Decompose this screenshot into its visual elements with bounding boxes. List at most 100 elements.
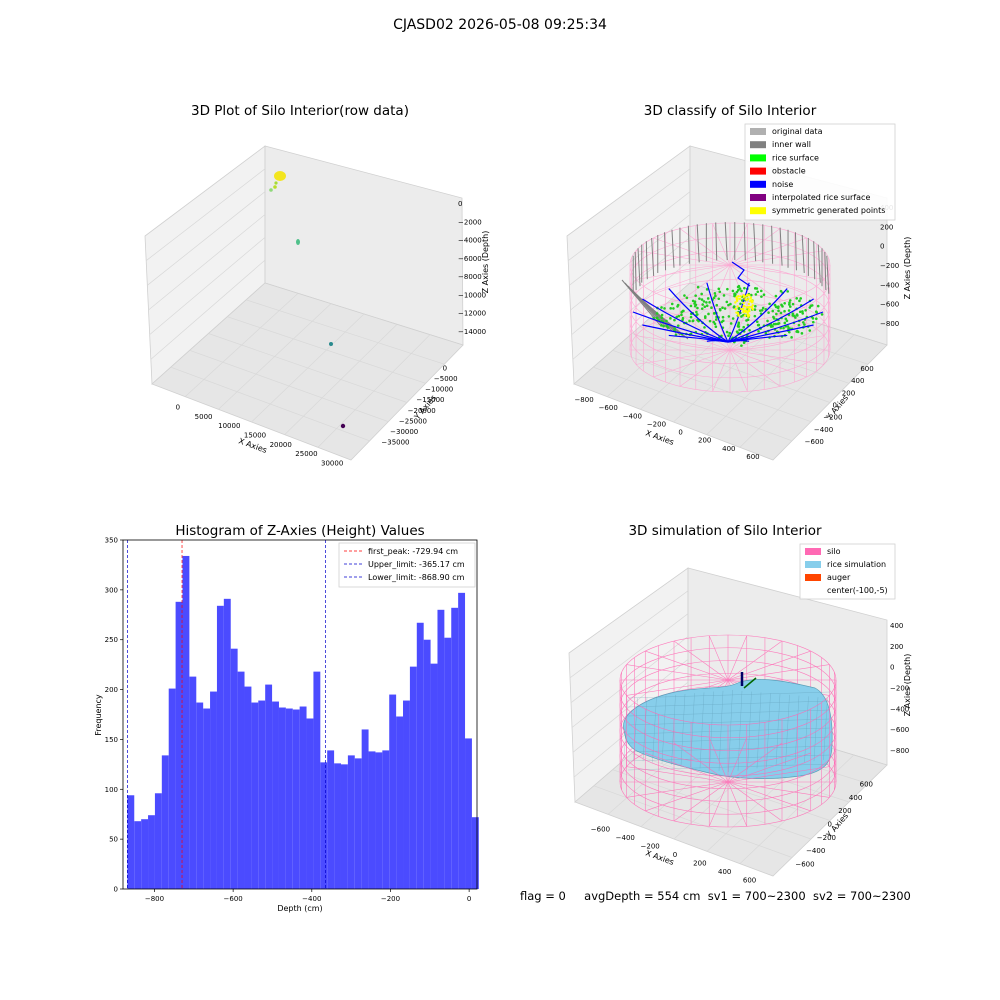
histogram-bar — [230, 648, 238, 889]
classify-x-label: X Axies — [644, 428, 675, 447]
raw-point-main-cluster — [274, 171, 286, 181]
classify-z-tick: −400 — [880, 281, 899, 289]
classify-legend-swatch — [750, 128, 766, 135]
raw-point-teal — [329, 342, 333, 346]
classify-symmetric-points — [734, 293, 754, 318]
raw-x-tick: 0 — [176, 404, 180, 412]
histogram-bar — [258, 700, 266, 889]
simulation-x-tick: 200 — [693, 860, 706, 868]
histogram-y-tick: 50 — [109, 836, 118, 844]
simulation-x-tick: −200 — [641, 842, 660, 850]
simulation-z-tick: 0 — [890, 664, 894, 672]
raw-z-tick: −8000 — [458, 273, 482, 281]
histogram-vlines — [127, 540, 326, 889]
classify-legend-label: rice surface — [772, 153, 819, 162]
raw-y-tick: −35000 — [381, 439, 409, 447]
histogram-y-tick: 150 — [105, 736, 118, 744]
histogram-bar — [340, 764, 348, 889]
simulation-plot-title: 3D simulation of Silo Interior — [628, 523, 822, 539]
raw-z-ticks: 0 −2000 −4000 −6000 −8000 −10000 −12000 −14000 — [458, 200, 486, 336]
histogram-bar — [223, 598, 231, 889]
raw-y-tick: 0 — [443, 364, 447, 372]
status-sv1: sv1 = 700~2300 — [707, 889, 806, 903]
classify-y-tick: −200 — [823, 414, 842, 422]
raw-point-purple — [340, 423, 346, 429]
histogram-y-ticks: 0 50 100 150 200 250 300 350 — [105, 537, 123, 894]
classify-plot-title: 3D classify of Silo Interior — [643, 103, 817, 119]
histogram-y-tick: 300 — [105, 586, 118, 594]
histogram-bar — [361, 729, 369, 889]
raw-y-tick: −5000 — [434, 375, 458, 383]
raw-x-tick: 10000 — [218, 422, 240, 430]
classify-y-tick: 400 — [851, 377, 864, 385]
figure-title: CJASD02 2026-05-08 09:25:34 — [393, 17, 607, 33]
histogram-bar — [265, 684, 273, 889]
classify-legend-label: inner wall — [772, 140, 811, 149]
histogram-bar — [168, 688, 176, 889]
histogram-x-ticks: −800 −600 −400 −200 0 — [145, 889, 471, 903]
histogram-bars — [127, 555, 479, 889]
histogram-x-label: Depth (cm) — [277, 904, 322, 913]
histogram-bar — [175, 601, 183, 889]
simulation-legend-label: center(-100,-5) — [827, 586, 888, 595]
classify-legend-swatch — [750, 207, 766, 215]
simulation-z-ticks: 400 200 0 −200 −400 −600 −800 — [890, 622, 909, 755]
raw-z-tick: −4000 — [458, 237, 482, 245]
histogram-frame — [122, 539, 478, 890]
classify-x-tick: −400 — [623, 412, 642, 420]
classify-z-tick: 0 — [880, 243, 884, 251]
classify-legend-swatch — [750, 154, 766, 162]
classify-legend-label: obstacle — [772, 167, 806, 176]
simulation-z-label: Z Axies (Depth) — [903, 654, 912, 717]
raw-point-green-cluster — [296, 239, 300, 245]
histogram-bar — [251, 702, 259, 889]
histogram-bar — [292, 709, 300, 889]
classify-x-tick: −600 — [599, 404, 618, 412]
status-flag: flag = 0 — [520, 889, 566, 903]
classify-plot-canvas: −800 −600 −400 −200 0 200 400 600 600 400 200 0 −20… — [566, 123, 912, 461]
histogram-bar — [354, 758, 362, 889]
raw-y-tick: −30000 — [390, 428, 418, 436]
raw-y-ticks: 0 −5000 −10000 −15000 −20000 −25000 −30000 −350… — [381, 364, 457, 446]
histogram-bar — [458, 592, 466, 889]
status-avg-depth: avgDepth = 554 cm — [584, 889, 701, 903]
raw-plot-grid — [145, 168, 445, 448]
histogram-bar — [216, 605, 224, 889]
histogram-bar — [437, 609, 445, 889]
histogram-bar — [189, 676, 197, 889]
classify-legend-swatch — [750, 167, 766, 175]
classify-x-tick: −200 — [647, 420, 666, 428]
histogram-bar — [382, 750, 390, 889]
classify-x-tick: 0 — [678, 429, 682, 437]
simulation-legend-label: rice simulation — [827, 560, 886, 569]
simulation-x-ticks: −600 −400 −200 0 200 400 600 — [591, 825, 756, 884]
raw-x-tick: 5000 — [195, 413, 213, 421]
histogram-bar — [471, 817, 479, 889]
raw-plot-points — [269, 171, 346, 429]
histogram-bar — [430, 663, 438, 889]
histogram-legend-label: first_peak: -729.94 cm — [368, 547, 458, 556]
histogram-x-tick: −400 — [302, 895, 321, 903]
classify-y-tick: 200 — [842, 389, 855, 397]
histogram-x-tick: −600 — [224, 895, 243, 903]
simulation-legend-label: auger — [827, 573, 851, 582]
histogram-bar — [141, 819, 149, 889]
classify-y-ticks: 600 400 200 0 −200 −400 −600 — [805, 365, 874, 446]
classify-y-tick: −400 — [814, 426, 833, 434]
classify-inner-wall-points — [621, 222, 830, 340]
classify-legend-swatch — [750, 141, 766, 149]
histogram-bar — [451, 607, 459, 889]
histogram-bar — [465, 738, 472, 889]
histogram-bar — [396, 716, 404, 889]
simulation-auger — [740, 672, 757, 689]
histogram-y-tick: 200 — [105, 686, 118, 694]
classify-z-tick: −800 — [880, 320, 899, 328]
histogram-y-tick: 250 — [105, 636, 118, 644]
histogram-bar — [423, 639, 431, 889]
simulation-x-tick: 400 — [718, 868, 731, 876]
raw-x-tick: 30000 — [321, 459, 343, 467]
classify-legend-swatch — [750, 194, 766, 201]
histogram-bar — [196, 702, 204, 889]
